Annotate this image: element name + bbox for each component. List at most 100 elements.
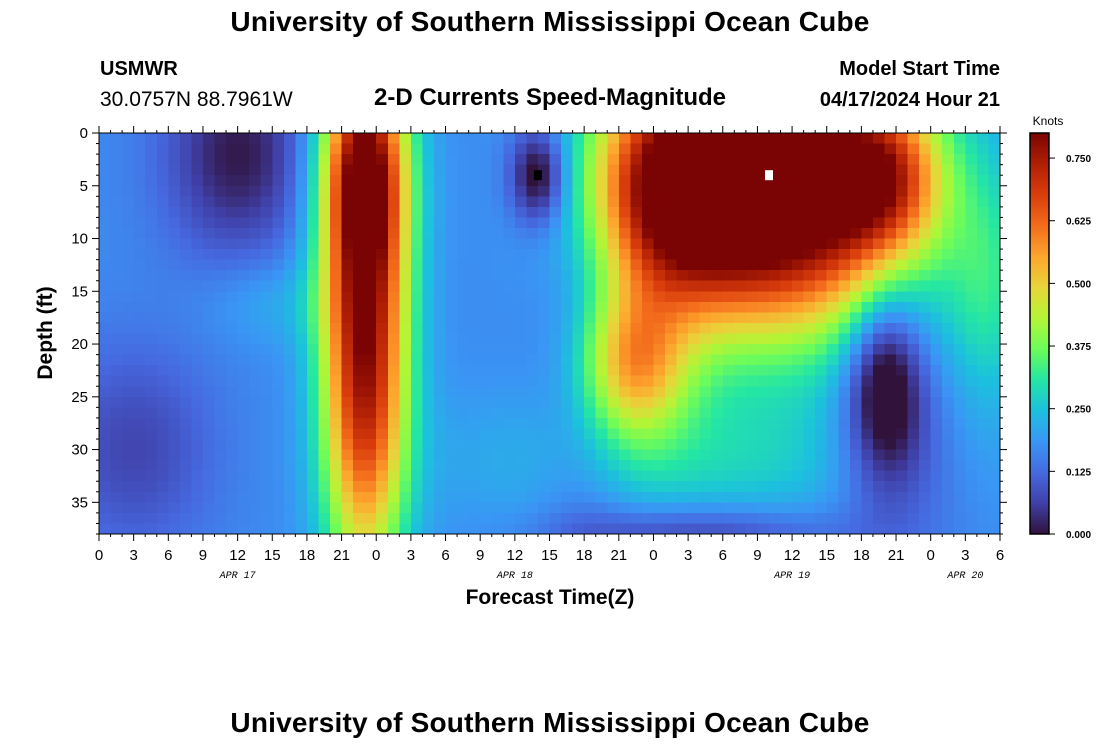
heatmap-cell bbox=[330, 407, 343, 419]
heatmap-cell bbox=[202, 354, 216, 366]
heatmap-cell bbox=[572, 238, 585, 250]
heatmap-cell bbox=[838, 270, 851, 282]
heatmap-cell bbox=[122, 133, 135, 145]
heatmap-cell bbox=[202, 280, 216, 292]
heatmap-cell bbox=[803, 227, 816, 240]
heatmap-cell bbox=[838, 460, 851, 472]
heatmap-cell bbox=[919, 133, 932, 145]
heatmap-cell bbox=[988, 175, 1001, 187]
heatmap-cell bbox=[930, 481, 943, 493]
heatmap-cell bbox=[202, 417, 216, 430]
heatmap-cell bbox=[526, 291, 539, 303]
heatmap-cell bbox=[122, 354, 135, 366]
heatmap-cell bbox=[780, 428, 793, 440]
heatmap-cell bbox=[734, 154, 747, 166]
heatmap-cell bbox=[283, 439, 296, 451]
heatmap-cell bbox=[237, 301, 250, 313]
heatmap-cell bbox=[861, 196, 874, 208]
heatmap-cell bbox=[584, 154, 597, 166]
heatmap-cell bbox=[122, 491, 135, 503]
heatmap-cell bbox=[584, 449, 597, 461]
heatmap-cell bbox=[249, 291, 262, 303]
heatmap-cell bbox=[295, 396, 308, 408]
heatmap-cell bbox=[526, 512, 539, 525]
heatmap-cell bbox=[861, 143, 874, 155]
heatmap-cell bbox=[491, 206, 504, 219]
heatmap-cell bbox=[618, 206, 631, 219]
heatmap-cell bbox=[838, 259, 851, 271]
heatmap-cell bbox=[734, 460, 747, 472]
heatmap-cell bbox=[584, 365, 597, 377]
heatmap-cell bbox=[641, 133, 655, 145]
heatmap-cell bbox=[330, 259, 343, 271]
heatmap-cell bbox=[711, 333, 724, 345]
heatmap-cell bbox=[896, 417, 909, 430]
heatmap-cell bbox=[826, 249, 839, 261]
heatmap-cell bbox=[722, 460, 735, 472]
heatmap-cell bbox=[965, 270, 978, 282]
heatmap-cell bbox=[803, 449, 816, 461]
heatmap-cell bbox=[792, 344, 805, 356]
heatmap-cell bbox=[237, 439, 250, 451]
heatmap-cell bbox=[561, 175, 574, 187]
heatmap-cell bbox=[630, 259, 643, 271]
heatmap-cell bbox=[537, 249, 551, 261]
heatmap-cell bbox=[734, 333, 747, 345]
heatmap-cell bbox=[480, 164, 493, 176]
heatmap-cell bbox=[526, 238, 539, 250]
heatmap-cell bbox=[549, 291, 562, 303]
heatmap-cell bbox=[110, 354, 123, 366]
heatmap-cell bbox=[826, 143, 839, 155]
heatmap-cell bbox=[768, 301, 782, 313]
heatmap-cell bbox=[826, 407, 839, 419]
heatmap-cell bbox=[364, 502, 377, 514]
heatmap-cell bbox=[884, 322, 897, 335]
heatmap-cell bbox=[133, 386, 146, 398]
heatmap-cell bbox=[191, 365, 204, 377]
heatmap-cell bbox=[237, 365, 250, 377]
heatmap-cell bbox=[179, 312, 193, 324]
heatmap-cell bbox=[179, 238, 193, 250]
heatmap-cell bbox=[976, 365, 990, 377]
heatmap-cell bbox=[376, 270, 389, 282]
heatmap-cell bbox=[561, 396, 574, 408]
heatmap-cell bbox=[260, 217, 273, 229]
heatmap-cell bbox=[688, 491, 701, 503]
heatmap-cell bbox=[410, 512, 424, 525]
heatmap-cell bbox=[503, 386, 516, 398]
heatmap-cell bbox=[318, 365, 331, 377]
heatmap-cell bbox=[179, 280, 193, 292]
heatmap-cell bbox=[711, 280, 724, 292]
y-tick-label: 30 bbox=[71, 442, 88, 459]
heatmap-cell bbox=[110, 143, 123, 155]
heatmap-cell bbox=[907, 481, 920, 493]
heatmap-cell bbox=[722, 502, 735, 514]
heatmap-cell bbox=[295, 175, 308, 187]
heatmap-cell bbox=[768, 249, 782, 261]
heatmap-cell bbox=[249, 481, 262, 493]
heatmap-cell bbox=[988, 206, 1001, 219]
heatmap-cell bbox=[318, 386, 331, 398]
heatmap-cell bbox=[295, 280, 308, 292]
heatmap-cell bbox=[480, 386, 493, 398]
heatmap-cell bbox=[872, 249, 886, 261]
heatmap-cell bbox=[537, 259, 551, 271]
heatmap-cell bbox=[953, 249, 966, 261]
heatmap-cell bbox=[595, 259, 608, 271]
heatmap-cell bbox=[561, 133, 574, 145]
heatmap-cell bbox=[272, 386, 285, 398]
heatmap-cell bbox=[202, 206, 216, 219]
heatmap-cell bbox=[780, 460, 793, 472]
heatmap-cell bbox=[410, 133, 424, 145]
heatmap-cell bbox=[584, 175, 597, 187]
heatmap-cell bbox=[156, 354, 169, 366]
heatmap-cell bbox=[399, 502, 412, 514]
x-tick-label: 3 bbox=[129, 547, 137, 564]
heatmap-cell bbox=[491, 143, 504, 155]
heatmap-cell bbox=[191, 428, 204, 440]
heatmap-cell bbox=[537, 417, 551, 430]
heatmap-cell bbox=[410, 259, 424, 271]
heatmap-cell bbox=[630, 154, 643, 166]
heatmap-cell bbox=[711, 227, 724, 240]
heatmap-cell bbox=[607, 491, 620, 503]
